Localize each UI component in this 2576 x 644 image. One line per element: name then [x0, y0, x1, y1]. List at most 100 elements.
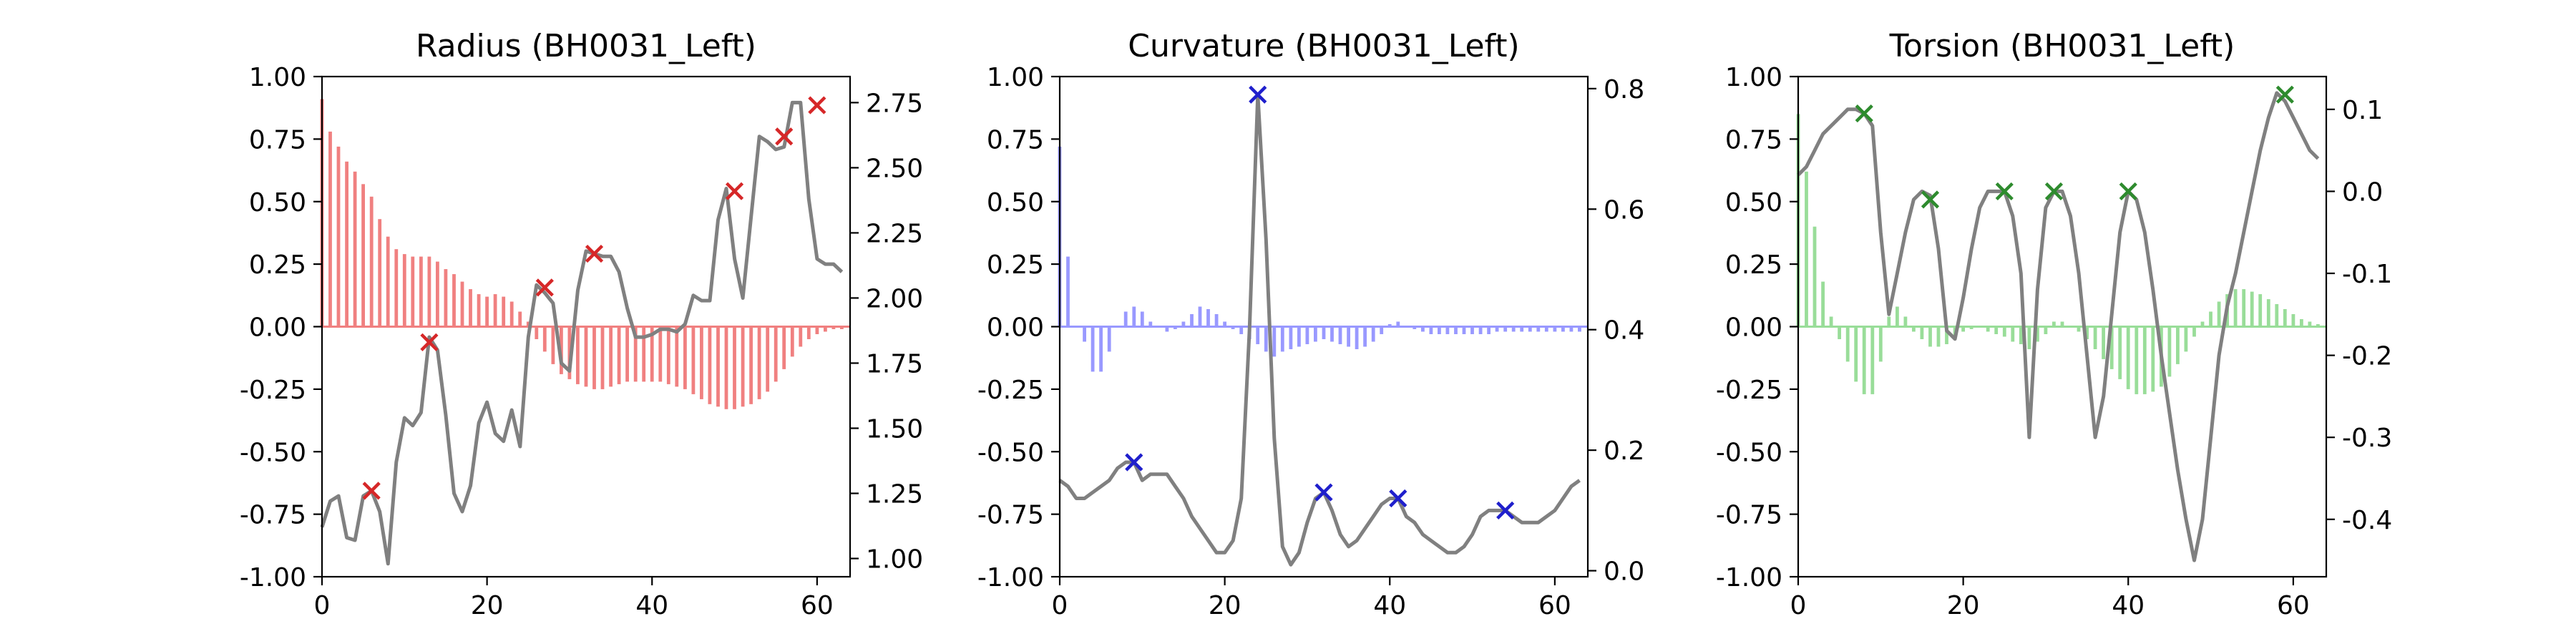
bar-41 [658, 326, 663, 382]
bar-39 [1380, 326, 1384, 334]
bar-63 [2316, 324, 2320, 327]
y-left-tick-label-4: 0.00 [987, 313, 1044, 343]
bar-24 [1256, 326, 1260, 344]
marker-3 [585, 244, 604, 263]
bar-6 [1845, 326, 1850, 362]
y-left-tick-label-5: -0.25 [977, 376, 1044, 405]
bar-54 [2242, 289, 2246, 327]
y-left-tick-label-1: 0.75 [249, 125, 306, 155]
bar-18 [1945, 326, 1948, 344]
bar-5 [361, 184, 365, 327]
series-line [320, 100, 844, 566]
y-left-tick-label-0: 1.00 [249, 63, 306, 92]
bar-26 [535, 326, 539, 339]
bar-23 [1986, 326, 1990, 332]
bar-47 [1445, 326, 1450, 334]
bar-4 [1091, 326, 1095, 372]
bar-13 [427, 256, 431, 327]
x-tick-label-0: 0 [1052, 591, 1068, 620]
bar-46 [700, 326, 703, 399]
bar-55 [1511, 326, 1516, 332]
x-tick-label-3: 60 [2277, 591, 2310, 620]
bar-24 [1994, 326, 1999, 334]
bar-26 [2011, 326, 2015, 342]
bar-39 [642, 326, 646, 382]
bar-44 [1421, 326, 1425, 332]
marker-0 [362, 482, 381, 500]
bar-7 [1854, 326, 1858, 382]
bar-9 [1870, 326, 1875, 394]
bar-20 [1961, 326, 1965, 332]
bar-27 [1280, 326, 1284, 352]
marker-0 [1125, 453, 1143, 472]
bar-45 [691, 326, 696, 394]
bar-6 [369, 196, 374, 327]
bar-29 [1297, 326, 1301, 347]
y-left-tick-label-1: 0.75 [987, 125, 1044, 155]
bar-53 [1495, 326, 1499, 332]
bar-36 [617, 326, 621, 384]
x-tick-label-1: 20 [1947, 591, 1980, 620]
y-left-tick-label-4: 0.00 [1725, 313, 1782, 343]
bar-16 [1190, 314, 1194, 327]
y-left-tick-label-0: 1.00 [987, 63, 1044, 92]
y-left-tick-label-8: -1.00 [1716, 563, 1782, 592]
y-right-tick-label-1: 0.0 [2342, 177, 2383, 207]
bar-6 [1107, 326, 1111, 352]
marker-3 [2044, 182, 2064, 201]
bar-45 [1429, 326, 1433, 334]
bar-52 [1487, 326, 1491, 334]
bar-13 [1165, 326, 1169, 332]
bar-33 [592, 326, 596, 389]
bar-51 [1478, 326, 1483, 334]
x-tick-label-3: 60 [801, 591, 834, 620]
marker-1 [1249, 85, 1267, 104]
bar-26 [1272, 326, 1277, 357]
bar-27 [542, 326, 547, 352]
y-left-tick-label-2: 0.50 [1725, 188, 1782, 218]
bar-44 [683, 326, 687, 389]
y-left-tick-label-6: -0.50 [1716, 438, 1782, 467]
marker-2 [1314, 483, 1333, 502]
bar-58 [1536, 326, 1541, 332]
bar-8 [1862, 326, 1866, 394]
y-left-tick-label-7: -0.75 [240, 501, 306, 530]
y-left-tick-label-2: 0.50 [249, 188, 306, 218]
bar-16 [1928, 326, 1932, 347]
chart-title: Curvature (BH0031_Left) [1128, 28, 1519, 64]
marker-1 [1921, 190, 1940, 209]
y-left-tick-label-6: -0.50 [977, 438, 1044, 467]
y-left-tick-label-1: 0.75 [1725, 125, 1782, 155]
bar-61 [1561, 326, 1565, 332]
bar-49 [1462, 326, 1466, 334]
bar-5 [1099, 326, 1103, 372]
marker-4 [725, 182, 744, 200]
x-tick-label-3: 60 [1538, 591, 1571, 620]
bar-35 [609, 326, 613, 387]
bar-8 [1123, 311, 1128, 327]
bar-20 [485, 296, 489, 327]
y-right-tick-label-7: 1.00 [866, 545, 923, 575]
y-right-tick-label-1: 0.6 [1604, 195, 1644, 225]
bar-56 [782, 326, 786, 369]
bar-54 [766, 326, 770, 392]
bar-27 [2019, 326, 2023, 344]
marker-3 [1389, 489, 1407, 508]
bar-34 [1338, 326, 1342, 344]
bar-63 [840, 326, 844, 329]
bar-36 [1355, 326, 1359, 349]
y-left-tick-label-0: 1.00 [1725, 63, 1782, 92]
bar-20 [1223, 321, 1226, 327]
x-tick-label-2: 40 [2112, 591, 2145, 620]
bar-22 [502, 296, 506, 327]
bar-42 [2142, 326, 2147, 394]
bar-46 [2176, 326, 2180, 364]
bar-19 [1214, 314, 1219, 327]
y-left-tick-label-3: 0.25 [249, 250, 306, 280]
bar-28 [551, 326, 555, 364]
bar-51 [741, 326, 745, 407]
bar-57 [2266, 299, 2270, 327]
bar-39 [2118, 326, 2122, 379]
chart-panel-1: Radius (BH0031_Left) 0 20 40 60 1.00 0.75 0.50 0… [240, 28, 923, 620]
bar-15 [1181, 321, 1186, 327]
